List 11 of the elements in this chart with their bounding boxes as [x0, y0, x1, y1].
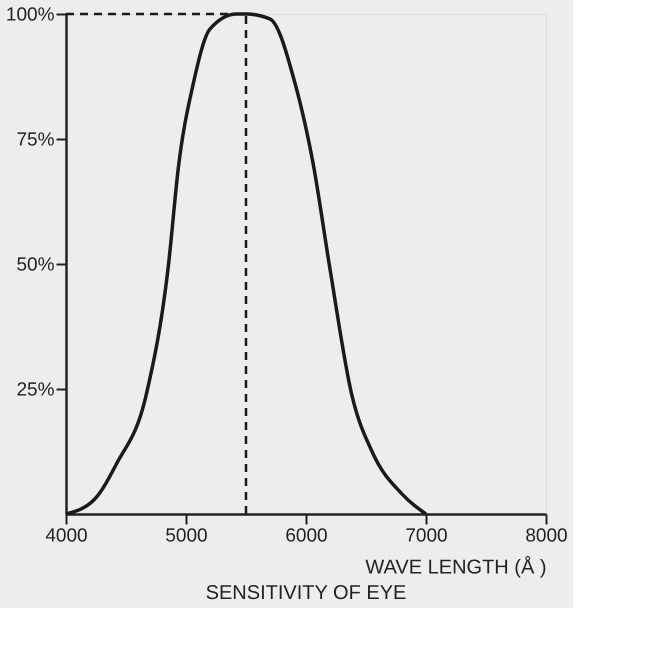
- y-tick-label: 100%: [6, 4, 55, 26]
- y-tick-label: 25%: [16, 380, 55, 400]
- text: SENSITIVITY OF EYE: [206, 582, 406, 604]
- x-axis-title: WAVE LENGTH (Å ): [365, 556, 546, 578]
- x-tick-label: 6000: [285, 526, 328, 546]
- y-tick-label: 75%: [16, 130, 55, 150]
- x-tick-label: 7000: [405, 526, 448, 546]
- y-tick-label: 50%: [16, 254, 55, 276]
- x-tick-label: 5000: [165, 526, 208, 546]
- x-tick-label: 4000: [45, 526, 88, 546]
- x-tick-label: 8000: [525, 526, 568, 546]
